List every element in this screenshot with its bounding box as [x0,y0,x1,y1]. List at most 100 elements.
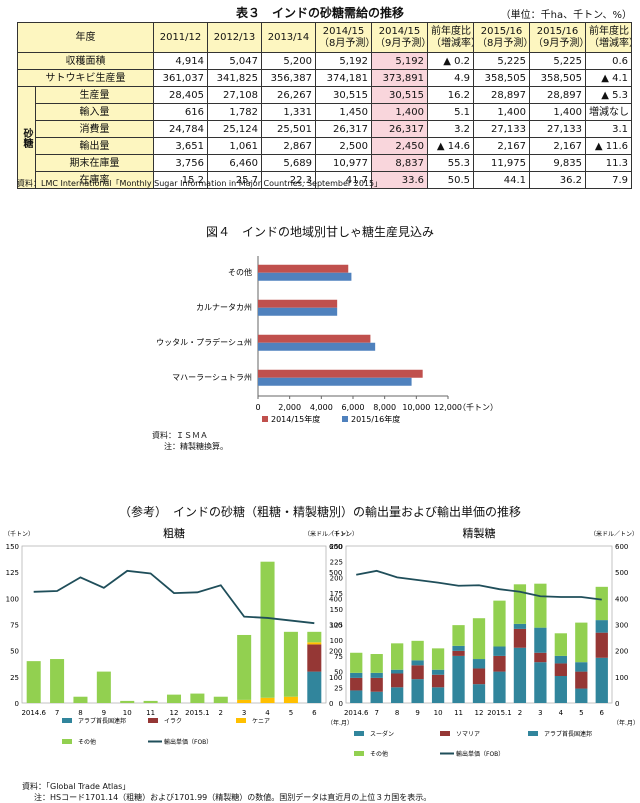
plot-frame [21,545,327,704]
legend-label: その他 [370,750,388,758]
bar-segment [260,697,275,703]
legend-swatch [236,718,246,723]
bar-segment [50,659,65,703]
bar-segment [513,584,527,624]
legend-label: その他 [78,738,96,746]
bar-segment [575,688,588,703]
table3-title: 表３ インドの砂糖需給の推移 [235,6,404,20]
bar-segment [166,694,182,703]
x-tick-label: 9 [415,709,419,717]
x-tick-label: 2 [518,709,522,717]
header-col: 前年度比（増減率） [585,22,632,53]
bar-segment [391,669,404,674]
table-cell: 22.3 [261,171,316,189]
y-right-tick-label: 0 [615,700,619,708]
bar-segment [513,623,527,629]
y-left-tick-label: 175 [330,590,343,598]
y-left-tick-label: 100 [6,595,19,603]
bar-segment [472,659,486,669]
bar [258,342,376,351]
category-label: その他 [228,267,252,277]
legend-label: ケニア [252,718,270,725]
y-left-tick-label: 250 [330,543,343,551]
figure4-note-line: 注：精製糖換算。 [164,442,228,451]
bar-segment [391,643,404,670]
bar-segment [307,671,322,703]
legend-label: アラブ首長国連邦 [544,730,592,738]
y-left-tick-label: 150 [330,606,343,614]
y-right-tick-label: 0 [329,700,333,708]
x-tick-label: 4 [265,709,270,717]
y-left-unit: （千トン） [328,530,358,538]
bar-segment [493,646,506,656]
table-row: 輸出量 3,651 1,061 2,867 2,500 2,450 ▲ 14.6 2,167 2… [18,137,632,155]
bar [258,272,352,281]
bar-segment [452,645,465,651]
legend-swatch [148,718,158,723]
bar [258,369,423,378]
category-label: ウッタル・プラデーシュ州 [156,337,252,347]
bar-segment [283,631,298,697]
legend-label: イラク [164,718,182,725]
bar-segment [237,699,252,703]
legend-swatch [62,718,72,723]
y-right-tick-label: 500 [329,569,342,577]
category-label: マハーラーシュトラ州 [172,373,252,382]
bar-segment [370,672,383,678]
bar-segment [534,627,547,653]
bar-segment [190,693,205,703]
y-right-tick-label: 600 [615,543,628,551]
figure4-title: 図４ インドの地域別甘しゃ糖生産見込み [205,225,434,239]
x-tick-label: 2015.1 [185,709,210,717]
y-left-tick-label: 150 [6,543,19,551]
sugar-category-label: 砂糖 [17,86,36,189]
table-row: 期末在庫量 3,756 6,460 5,689 10,977 8,837 55.3 11,97… [18,154,632,172]
y-right-tick-label: 100 [329,674,342,682]
y-left-tick-label: 25 [10,674,19,682]
fob-price-line [33,569,315,625]
bar-segment [595,586,608,621]
x-tick-label: 10 [123,709,132,717]
bar-segment [237,634,252,700]
bar-segment [554,633,567,656]
table3-unit: （単位：千ha、千トン、%） [500,10,632,21]
bar-segment [307,642,322,645]
y-left-tick-label: 125 [6,569,19,577]
bar-segment [96,671,111,703]
x-tick-label: 12 [170,709,179,717]
x-tick-label: 0 [255,403,260,412]
bar-segment [595,620,608,633]
bottom-source-line: 資料：「Global Trade Atlas」 [22,782,131,791]
bar-segment [431,674,445,688]
legend-swatch [62,739,72,744]
bar-segment [493,655,506,672]
bar-segment [307,631,322,643]
x-tick-label: 3 [538,709,542,717]
bar-segment [213,696,228,703]
bar-segment [411,660,424,666]
sugar-supply-table: 年度 2011/12 2012/13 2013/14 2014/15 （8月予測）… [17,22,632,189]
x-tick-label: 2015.1 [487,709,512,717]
y-left-tick-label: 75 [334,653,343,661]
legend-label: ソマリア [456,731,480,738]
reference-title: （参考） インドの砂糖（粗糖・精製糖別）の輸出量および輸出単価の推移 [118,505,521,519]
x-tick-label: 3 [242,709,246,717]
y-right-tick-label: 400 [329,595,342,603]
bar-segment [452,625,465,646]
y-left-tick-label: 0 [15,700,19,708]
y-right-tick-label: 500 [615,569,628,577]
header-year: 年度 [17,22,154,53]
x-tick-label: 6,000 [342,403,365,412]
table-row: 在庫率 15.2 25.7 22.3 41.7 33.6 50.5 44.1 36.2 7.9 [18,171,632,189]
legend-swatch [342,416,348,422]
y-left-tick-label: 225 [330,559,343,567]
bar [258,377,412,386]
bar-segment [411,665,424,680]
table-cell: 5,192 [371,52,428,70]
x-tick-label: 4 [559,709,564,717]
x-tick-label: 2014.6 [344,709,369,717]
x-tick-label: 11 [146,709,155,717]
fob-price-line [356,569,602,601]
y-left-tick-label: 25 [334,684,343,692]
